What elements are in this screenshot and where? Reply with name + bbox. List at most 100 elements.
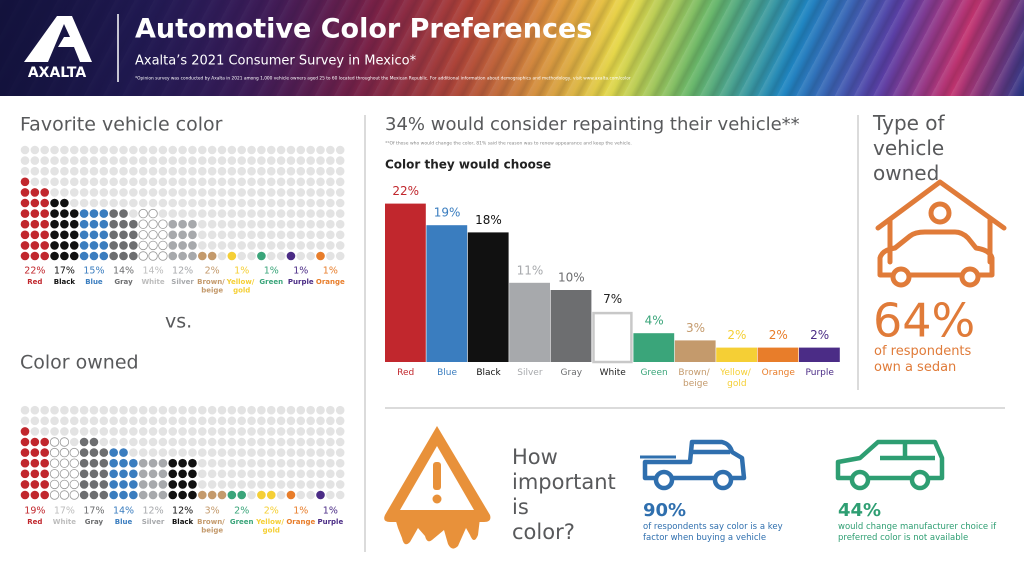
- dot: [119, 219, 128, 229]
- empty-dot: [296, 209, 306, 218]
- empty-dot: [178, 188, 187, 197]
- dot: [198, 490, 207, 500]
- empty-dot: [335, 166, 345, 176]
- empty-dot: [296, 490, 306, 500]
- empty-dot: [247, 251, 256, 261]
- empty-dot: [257, 437, 266, 447]
- value-label: 1%: [323, 506, 338, 517]
- section-heading: Favorite vehicle color: [20, 114, 223, 136]
- empty-dot: [217, 156, 227, 165]
- empty-dot: [276, 405, 286, 415]
- category-label: White: [600, 368, 627, 378]
- empty-dot: [335, 188, 345, 197]
- value-label: 2%: [810, 328, 829, 342]
- dot: [148, 469, 158, 479]
- empty-dot: [188, 166, 197, 176]
- dot-group: [20, 427, 49, 500]
- empty-dot: [119, 166, 128, 176]
- bar: [385, 203, 426, 362]
- dot: [49, 490, 60, 500]
- empty-dot: [30, 166, 40, 176]
- dot: [109, 458, 118, 468]
- dot-group: [257, 251, 266, 261]
- category-label: Gray: [114, 278, 133, 286]
- empty-dot: [247, 490, 256, 500]
- empty-dot: [79, 427, 89, 436]
- empty-dot: [207, 416, 217, 426]
- empty-dot: [138, 416, 148, 426]
- empty-dot: [50, 145, 59, 155]
- dot: [207, 251, 217, 261]
- empty-dot: [326, 405, 335, 415]
- empty-dot: [109, 156, 118, 165]
- stat-value: 64%: [873, 294, 975, 348]
- dot: [79, 251, 89, 261]
- house-car-icon: [875, 179, 1007, 288]
- empty-dot: [188, 209, 197, 218]
- dot: [138, 251, 148, 261]
- empty-dot: [237, 437, 246, 447]
- empty-dot: [207, 156, 217, 165]
- empty-dot: [148, 448, 158, 457]
- dot: [99, 230, 109, 240]
- dot: [129, 480, 138, 489]
- dot: [60, 241, 69, 250]
- empty-dot: [40, 145, 49, 155]
- empty-dot: [188, 198, 197, 208]
- empty-dot: [60, 416, 69, 426]
- empty-dot: [296, 416, 306, 426]
- empty-dot: [168, 416, 178, 426]
- empty-dot: [296, 427, 306, 436]
- empty-dot: [276, 166, 286, 176]
- pickup-icon: [642, 439, 747, 491]
- value-label: 19%: [434, 206, 461, 220]
- empty-dot: [69, 188, 79, 197]
- empty-dot: [158, 405, 168, 415]
- dot: [316, 490, 325, 500]
- empty-dot: [335, 241, 345, 250]
- dot: [40, 480, 49, 489]
- value-label: 17%: [54, 506, 75, 517]
- category-label: Green: [230, 518, 254, 526]
- dot: [188, 480, 197, 489]
- empty-dot: [207, 405, 217, 415]
- dot: [99, 480, 109, 489]
- empty-dot: [266, 209, 276, 218]
- empty-dot: [306, 458, 315, 468]
- empty-dot: [129, 166, 138, 176]
- dot: [30, 458, 40, 468]
- empty-dot: [178, 156, 187, 165]
- empty-dot: [89, 427, 99, 436]
- dot: [227, 490, 237, 500]
- empty-dot: [178, 405, 187, 415]
- empty-dot: [316, 209, 325, 218]
- dot: [158, 458, 168, 468]
- dot: [40, 437, 49, 447]
- dot: [168, 241, 178, 250]
- empty-dot: [227, 458, 237, 468]
- category-label: Purple: [288, 278, 314, 286]
- empty-dot: [20, 416, 30, 426]
- empty-dot: [60, 145, 69, 155]
- empty-dot: [79, 145, 89, 155]
- dot: [257, 490, 266, 500]
- empty-dot: [198, 427, 207, 436]
- bar: [509, 282, 550, 362]
- empty-dot: [168, 188, 178, 197]
- empty-dot: [69, 166, 79, 176]
- dot-group: [50, 198, 79, 261]
- category-label: Blue: [115, 518, 133, 526]
- empty-dot: [247, 241, 256, 250]
- dot: [69, 479, 79, 490]
- empty-dot: [60, 405, 69, 415]
- dot: [109, 230, 118, 240]
- empty-dot: [60, 188, 69, 197]
- dot: [59, 447, 70, 458]
- empty-dot: [50, 156, 59, 165]
- category-label: Silver: [517, 368, 543, 378]
- empty-dot: [198, 156, 207, 165]
- empty-dot: [148, 156, 158, 165]
- empty-dot: [237, 427, 246, 436]
- empty-dot: [326, 448, 335, 457]
- empty-dot: [247, 188, 256, 197]
